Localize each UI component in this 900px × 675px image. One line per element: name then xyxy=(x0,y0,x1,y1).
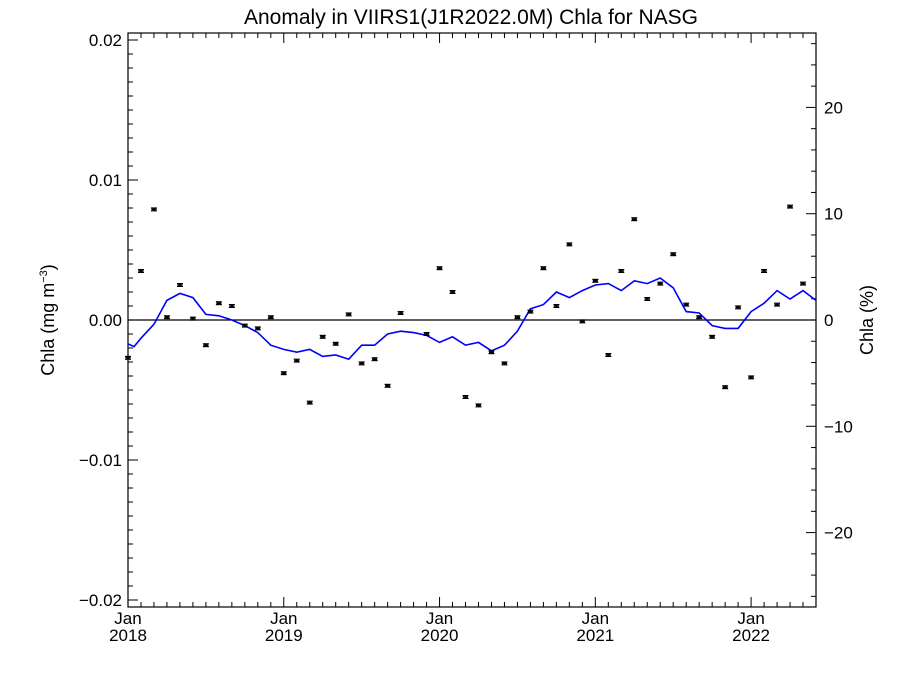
data-point xyxy=(462,395,469,399)
x-tick-month-label: Jan xyxy=(114,609,141,628)
data-point xyxy=(423,332,430,336)
data-point xyxy=(397,311,404,315)
left-y-axis-title-exponent: −3 xyxy=(38,270,50,283)
data-point xyxy=(644,297,651,301)
right-y-axis-title: Chla (%) xyxy=(857,285,877,355)
data-point xyxy=(709,334,716,339)
data-point xyxy=(254,326,261,331)
data-point xyxy=(670,252,677,257)
data-point xyxy=(683,302,690,307)
data-point xyxy=(605,353,612,357)
data-point xyxy=(137,269,144,273)
data-point xyxy=(436,266,443,271)
data-point xyxy=(215,301,222,306)
data-point xyxy=(618,269,625,273)
x-tick-year-label: 2022 xyxy=(732,626,770,645)
data-point xyxy=(189,316,196,321)
data-point xyxy=(345,312,352,317)
data-point xyxy=(566,242,573,247)
data-point xyxy=(150,207,157,212)
left-tick-label: −0.02 xyxy=(79,591,122,610)
left-y-axis-title-close: ) xyxy=(38,264,58,270)
data-point xyxy=(449,290,456,294)
data-point xyxy=(527,309,534,314)
data-point xyxy=(787,204,794,209)
left-y-axis: 0.02 0.01 0.00 −0.01 −0.02 xyxy=(79,31,138,610)
data-point xyxy=(163,315,170,320)
left-tick-label: −0.01 xyxy=(79,451,122,470)
left-tick-label: 0.00 xyxy=(89,311,122,330)
data-point xyxy=(735,305,742,310)
data-point xyxy=(267,315,274,320)
left-y-axis-title-main: Chla (mg m xyxy=(38,283,58,376)
x-tick-year-label: 2020 xyxy=(421,626,459,645)
data-point xyxy=(592,278,599,283)
data-point xyxy=(761,269,768,273)
right-tick-label: −10 xyxy=(824,417,853,436)
data-point xyxy=(293,358,300,363)
data-point xyxy=(553,304,560,308)
data-point xyxy=(241,323,248,328)
data-point xyxy=(631,217,638,222)
left-tick-label: 0.01 xyxy=(89,171,122,190)
data-point xyxy=(371,357,378,362)
data-point xyxy=(774,302,781,307)
right-tick-label: 10 xyxy=(824,205,843,224)
data-point xyxy=(514,315,521,320)
data-point xyxy=(800,281,807,286)
x-tick-month-label: Jan xyxy=(582,609,609,628)
data-point xyxy=(657,281,664,286)
data-point xyxy=(358,361,365,366)
data-point xyxy=(501,361,508,366)
data-point xyxy=(306,400,313,405)
smoothed-line xyxy=(127,277,817,361)
data-point xyxy=(280,371,287,376)
data-point xyxy=(748,375,755,380)
right-tick-label: 20 xyxy=(824,98,843,117)
right-tick-label: 0 xyxy=(824,311,833,330)
smoothed-anomaly-series xyxy=(127,277,817,361)
data-point xyxy=(228,304,235,308)
data-point xyxy=(488,350,495,355)
x-tick-month-label: Jan xyxy=(270,609,297,628)
chart-title: Anomaly in VIIRS1(J1R2022.0M) Chla for N… xyxy=(244,6,698,29)
data-point xyxy=(176,283,183,287)
data-point xyxy=(319,334,326,339)
data-point xyxy=(722,385,729,390)
x-tick-month-label: Jan xyxy=(426,609,453,628)
data-point xyxy=(475,403,482,408)
data-point xyxy=(696,315,703,320)
x-tick-year-label: 2021 xyxy=(576,626,614,645)
right-tick-label: −20 xyxy=(824,524,853,543)
monthly-anomaly-points xyxy=(125,204,807,408)
data-point xyxy=(125,355,131,360)
x-tick-month-label: Jan xyxy=(737,609,764,628)
data-point xyxy=(579,319,586,324)
x-tick-year-label: 2018 xyxy=(109,626,147,645)
x-tick-year-label: 2019 xyxy=(265,626,303,645)
data-point xyxy=(332,341,339,346)
left-tick-label: 0.02 xyxy=(89,31,122,50)
left-y-axis-title: Chla (mg m−3) xyxy=(38,264,58,376)
data-point xyxy=(384,383,391,388)
right-y-axis: 20 10 0 −10 −20 xyxy=(806,43,853,597)
data-point xyxy=(540,266,547,271)
data-point xyxy=(202,343,209,348)
